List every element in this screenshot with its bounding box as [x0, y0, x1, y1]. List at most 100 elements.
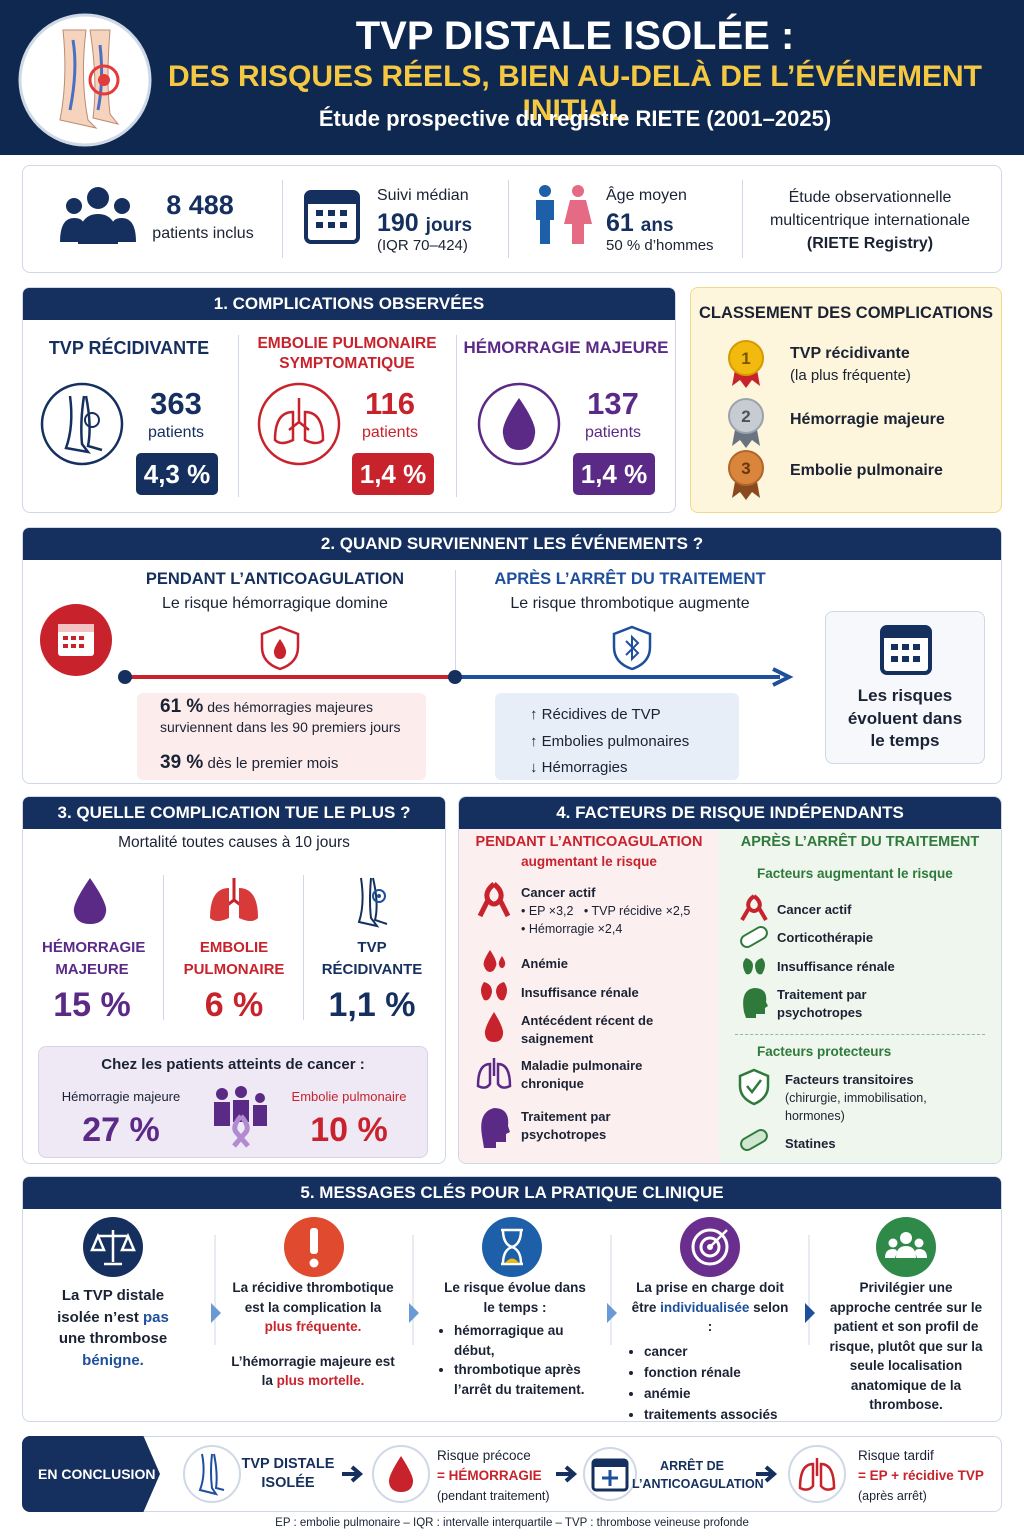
bullet: thrombotique après l’arrêt du traitement… [454, 1360, 590, 1399]
rf-during-title: PENDANT L’ANTICOAGULATION [475, 834, 703, 850]
section-title: 3. QUELLE COMPLICATION TUE LE PLUS ? [23, 797, 445, 829]
decoration [536, 200, 554, 244]
decoration [84, 412, 100, 428]
during-facts [137, 693, 426, 780]
cancer-value: 10 % [310, 1111, 388, 1149]
mortality-value: 6 % [204, 986, 264, 1024]
decoration [742, 180, 743, 258]
decoration: 3 [741, 459, 750, 478]
decoration [309, 1258, 319, 1268]
ranking-title: CLASSEMENT DES COMPLICATIONS [699, 304, 993, 322]
after-items [495, 693, 739, 780]
title: TVP DISTALE ISOLÉE : [355, 14, 795, 58]
decoration [340, 222, 347, 228]
leg-icon [357, 877, 388, 928]
header-illustration [18, 13, 152, 147]
age-note: 50 % d’hommes [606, 237, 714, 254]
decoration [316, 210, 347, 228]
decoration [210, 888, 258, 921]
drop-icon [477, 382, 561, 466]
age-unit: ans [640, 215, 674, 236]
rf-label: Statines [785, 1136, 836, 1151]
message-text: La prise en charge doit être [631, 1280, 784, 1315]
during-subtitle: Le risque hémorragique domine [162, 595, 388, 612]
decoration [798, 1458, 836, 1491]
bullet: traitements associés [644, 1404, 790, 1425]
design-line: (RIETE Registry) [806, 235, 934, 252]
decoration: La récidive thrombotique est la complica… [230, 1278, 396, 1337]
message: La prise en charge doit être individuali… [630, 1278, 790, 1425]
decoration [328, 222, 335, 228]
step-line: (après arrêt) [858, 1489, 927, 1503]
mortality-name: HÉMORRAGIE MAJEURE [42, 939, 146, 978]
decoration [310, 1228, 318, 1254]
complication-count: 116 [364, 386, 415, 421]
rf-after-title: APRÈS L’ARRÊT DU TRAITEMENT [740, 834, 980, 850]
after-item: ↑ Récidives de TVP [530, 706, 661, 723]
shield-red [260, 625, 300, 671]
decoration [316, 222, 323, 228]
note: Les risques évoluent dans le temps [847, 686, 963, 750]
decoration [481, 1108, 510, 1148]
decoration [114, 198, 130, 214]
after-title: APRÈS L’ARRÊT DU TRAITEMENT [494, 570, 766, 588]
section-title: 2. QUAND SURVIENNENT LES ÉVÉNEMENTS ? [23, 528, 1001, 560]
section-title: 4. FACTEURS DE RISQUE INDÉPENDANTS [459, 797, 1001, 829]
message: Privilégier une approche centrée sur le … [828, 1278, 984, 1415]
age-label: Âge moyen [606, 187, 687, 204]
decoration [772, 667, 794, 687]
decoration [282, 180, 283, 258]
step-line: ISOLÉE [261, 1475, 315, 1491]
rf-label: Cancer actif [777, 902, 852, 917]
step-line: = HÉMORRAGIE [437, 1468, 542, 1483]
bullet: fonction rénale [644, 1362, 790, 1383]
decoration [914, 1238, 924, 1248]
decoration [71, 636, 76, 640]
family-ribbon-icon [214, 1086, 267, 1148]
rf-protective-title: Facteurs protecteurs [757, 1044, 892, 1059]
decoration [728, 450, 764, 486]
decoration [87, 187, 109, 209]
decoration [90, 1230, 136, 1266]
decoration [740, 926, 768, 948]
decoration [885, 1249, 897, 1258]
followup-label: Suivi médian [377, 187, 469, 204]
decoration [481, 982, 507, 1001]
step-line: Risque tardif [858, 1448, 934, 1463]
section-title: 5. MESSAGES CLÉS POUR LA PRATIQUE CLINIQ… [23, 1177, 1001, 1209]
decoration [539, 185, 551, 197]
after-panel [719, 827, 1001, 1163]
decoration [501, 1228, 523, 1266]
decoration [709, 1229, 728, 1248]
complication-count: 363 [150, 386, 202, 421]
decoration [564, 200, 592, 244]
calendar-navy [880, 625, 932, 675]
decoration [273, 639, 287, 659]
decoration [71, 644, 76, 648]
decoration [902, 656, 909, 662]
rank-label: Embolie pulmonaire [790, 462, 943, 479]
rf-label: Insuffisance rénale [777, 959, 895, 974]
header [0, 0, 1024, 155]
people-icon [60, 187, 136, 244]
decoration [273, 410, 295, 445]
decoration [891, 656, 898, 662]
target-icon [680, 1217, 740, 1277]
after-list: ↑ Récidives de TVP ↑ Embolies pulmonaire… [530, 702, 689, 782]
hourglass-icon [482, 1217, 542, 1277]
decoration: La prise en charge doit être individuali… [630, 1278, 790, 1337]
decoration [211, 1303, 221, 1323]
gender-icon [536, 185, 592, 244]
message-bullets: hémorragique au début,thrombotique après… [440, 1321, 590, 1399]
fact: 39 % dès le premier mois [160, 752, 424, 774]
message-highlight: plus mortelle. [276, 1373, 365, 1388]
rf-increasing-title: Facteurs augmentant le risque [757, 866, 953, 881]
conclusion-step: Risque tardif = EP + récidive TVP (après a… [858, 1446, 984, 1506]
rf-details: • EP ×3,2 • TVP récidive ×2,5 [521, 902, 711, 920]
decoration [896, 1246, 916, 1258]
decoration [118, 670, 132, 684]
rf-label: Traitement par psychotropes [777, 987, 867, 1020]
decoration [88, 64, 120, 96]
message-text: une thrombose [58, 1330, 168, 1347]
message-text: Le risque évolue dans le temps : [444, 1280, 586, 1315]
